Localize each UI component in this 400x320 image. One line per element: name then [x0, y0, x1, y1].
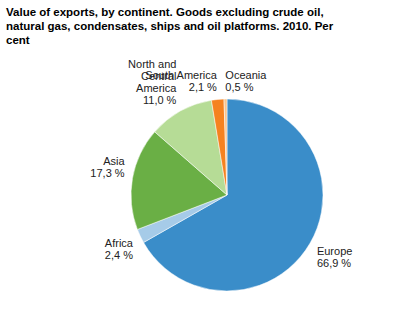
svg-text:Asia17,3 %: Asia17,3 %: [90, 155, 125, 179]
svg-text:North andCentralAmerica11,0 %: North andCentralAmerica11,0 %: [128, 58, 177, 106]
svg-text:Africa2,4 %: Africa2,4 %: [105, 237, 134, 261]
html-text:Value of exports, by continent: Value of exports, by continent. Goods ex…: [6, 6, 334, 46]
svg-text:Oceania0,5 %: Oceania0,5 %: [225, 69, 267, 93]
svg-text:South America2,1 %: South America2,1 %: [145, 69, 217, 93]
svg-text:Europe66,9 %: Europe66,9 %: [317, 245, 352, 269]
